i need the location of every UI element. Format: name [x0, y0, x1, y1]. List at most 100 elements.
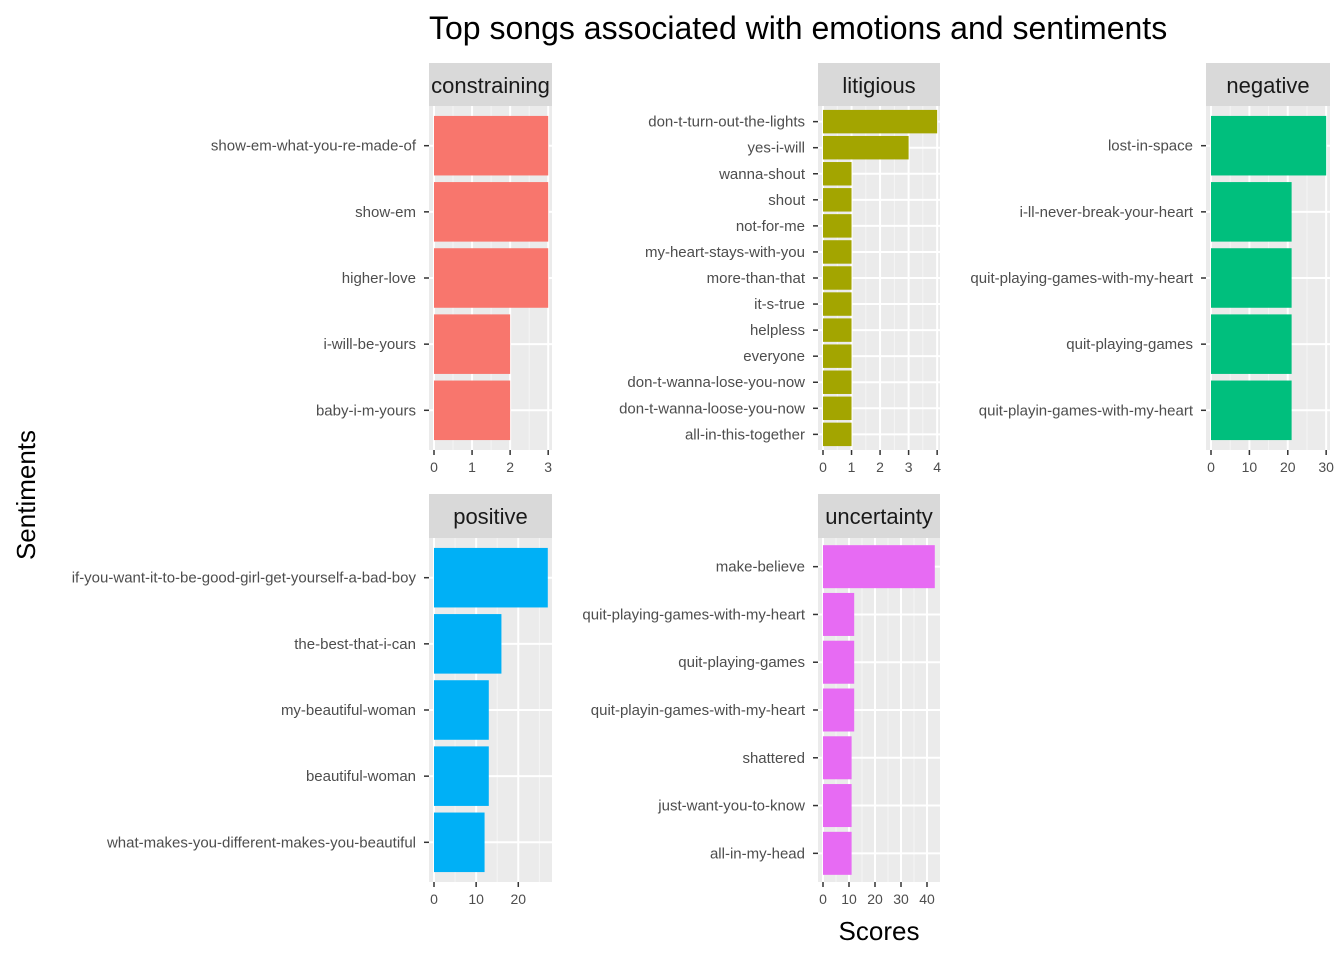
strip-background	[429, 63, 552, 106]
category-label: don-t-wanna-lose-you-now	[627, 374, 805, 391]
x-tick-label: 20	[510, 891, 526, 907]
bar-litigious	[823, 266, 852, 290]
bar-litigious	[823, 422, 852, 447]
category-label: quit-playin-games-with-my-heart	[979, 402, 1194, 419]
y-axis-title: Sentiments	[11, 430, 41, 560]
bar-litigious	[823, 318, 852, 342]
panel-uncertainty: uncertainty 0 10 20 30 40 make-believe quit-pla…	[582, 494, 940, 907]
bar-uncertainty	[823, 592, 855, 636]
bar-negative	[1211, 115, 1327, 176]
category-label: my-heart-stays-with-you	[645, 244, 805, 261]
bar-uncertainty	[823, 545, 935, 589]
x-tick-label: 40	[919, 891, 935, 907]
x-tick-label: 20	[1280, 459, 1296, 475]
bar-litigious	[823, 292, 852, 316]
panels: constraining 0 1 2 3 show-em-what-you-re-made…	[72, 63, 1334, 907]
category-label: the-best-that-i-can	[294, 636, 416, 653]
category-label: i-ll-never-break-your-heart	[1020, 204, 1194, 221]
bar-uncertainty	[823, 640, 855, 684]
bar-uncertainty	[823, 688, 855, 732]
bar-litigious	[823, 188, 852, 212]
bar-uncertainty	[823, 831, 852, 875]
category-label: baby-i-m-yours	[316, 402, 416, 419]
category-label: if-you-want-it-to-be-good-girl-get-yours…	[72, 570, 417, 587]
x-tick-label: 3	[544, 459, 552, 475]
bar-positive	[434, 614, 502, 674]
category-label: more-than-that	[707, 270, 806, 287]
strip-background	[1206, 63, 1330, 106]
strip-background	[429, 494, 552, 538]
bar-litigious	[823, 162, 852, 186]
bar-uncertainty	[823, 784, 852, 828]
category-label: quit-playing-games-with-my-heart	[970, 270, 1193, 287]
category-label: higher-love	[342, 270, 416, 287]
x-tick-label: 3	[905, 459, 913, 475]
category-label: shout	[768, 192, 806, 209]
panel-constraining: constraining 0 1 2 3 show-em-what-you-re-made…	[211, 63, 552, 475]
category-label: not-for-me	[736, 218, 805, 235]
category-label: what-makes-you-different-makes-you-beaut…	[106, 834, 416, 851]
category-label: don-t-wanna-loose-you-now	[619, 400, 805, 417]
category-label: don-t-turn-out-the-lights	[648, 114, 805, 131]
x-tick-label: 0	[430, 459, 438, 475]
category-label: quit-playing-games	[678, 654, 805, 671]
category-label: lost-in-space	[1108, 138, 1193, 155]
category-label: wanna-shout	[718, 166, 806, 183]
bar-constraining	[434, 115, 549, 176]
bar-positive	[434, 547, 548, 608]
bar-litigious	[823, 370, 852, 394]
category-label: quit-playing-games-with-my-heart	[582, 606, 805, 623]
category-label: helpless	[750, 322, 805, 339]
x-tick-label: 1	[468, 459, 476, 475]
bar-constraining	[434, 182, 549, 242]
bar-litigious	[823, 135, 909, 160]
bar-positive	[434, 680, 489, 740]
bar-negative	[1211, 182, 1292, 242]
x-tick-label: 0	[430, 891, 438, 907]
panel-negative: negative 0 10 20 30 lost-in-space i-ll-never-b…	[970, 63, 1334, 475]
bar-constraining	[434, 248, 549, 308]
x-tick-label: 10	[841, 891, 857, 907]
bar-constraining	[434, 380, 511, 441]
strip-label: positive	[453, 504, 528, 529]
strip-label: uncertainty	[825, 504, 933, 529]
x-tick-label: 0	[819, 891, 827, 907]
x-tick-label: 30	[1318, 459, 1334, 475]
strip-label: constraining	[431, 73, 550, 98]
x-tick-label: 0	[819, 459, 827, 475]
x-tick-label: 2	[876, 459, 884, 475]
strip-label: negative	[1226, 73, 1309, 98]
chart-title: Top songs associated with emotions and s…	[429, 10, 1167, 46]
category-label: everyone	[743, 348, 805, 365]
bar-negative	[1211, 314, 1292, 374]
category-label: i-will-be-yours	[323, 336, 416, 353]
strip-background	[818, 63, 940, 106]
bar-uncertainty	[823, 736, 852, 780]
strip-background	[818, 494, 940, 538]
bar-negative	[1211, 248, 1292, 308]
x-axis-title: Scores	[839, 916, 920, 946]
category-label: make-believe	[716, 559, 805, 576]
bar-negative	[1211, 380, 1292, 441]
category-label: quit-playing-games	[1066, 336, 1193, 353]
category-label: all-in-my-head	[710, 845, 805, 862]
bar-litigious	[823, 109, 938, 134]
x-tick-label: 30	[893, 891, 909, 907]
category-label: show-em	[355, 204, 416, 221]
bar-positive	[434, 746, 489, 806]
category-label: it-s-true	[754, 296, 805, 313]
x-tick-label: 1	[848, 459, 856, 475]
strip-label: litigious	[842, 73, 915, 98]
x-tick-label: 4	[933, 459, 941, 475]
category-label: all-in-this-together	[685, 426, 805, 443]
category-label: just-want-you-to-know	[657, 798, 805, 815]
bar-litigious	[823, 344, 852, 368]
bar-litigious	[823, 396, 852, 421]
category-label: yes-i-will	[748, 140, 806, 157]
bar-positive	[434, 812, 485, 873]
x-tick-label: 0	[1207, 459, 1215, 475]
bar-constraining	[434, 314, 511, 374]
category-label: beautiful-woman	[306, 768, 416, 785]
category-label: my-beautiful-woman	[281, 702, 416, 719]
